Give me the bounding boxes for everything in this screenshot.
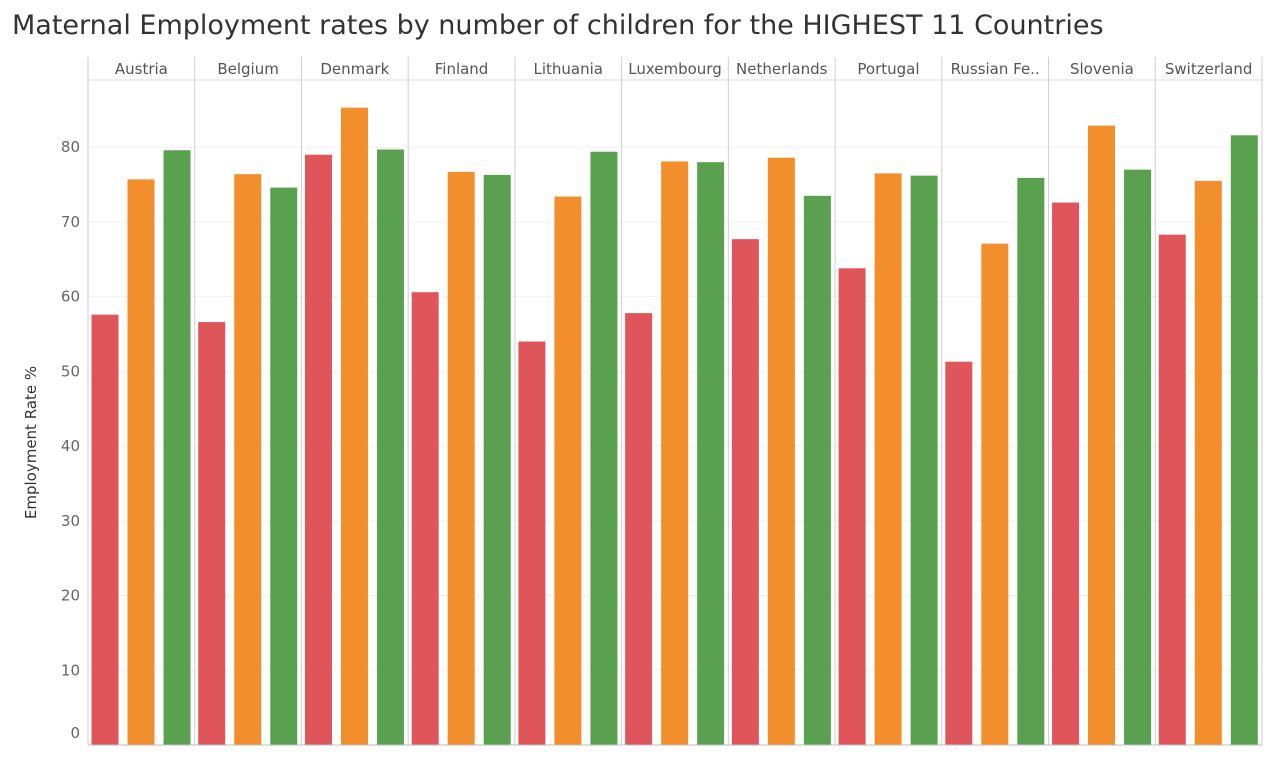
y-tick-label: 40 bbox=[61, 437, 80, 455]
bar bbox=[767, 157, 795, 745]
bar bbox=[518, 341, 546, 745]
bar bbox=[198, 322, 226, 745]
bar bbox=[554, 196, 582, 746]
bar bbox=[1230, 135, 1258, 746]
bar bbox=[1017, 177, 1045, 745]
bar bbox=[447, 171, 475, 746]
bar bbox=[697, 162, 725, 745]
bar bbox=[625, 313, 653, 745]
bar bbox=[483, 174, 511, 746]
bar bbox=[590, 151, 618, 745]
bar bbox=[411, 292, 439, 745]
bar bbox=[1052, 202, 1080, 746]
category-label: Austria bbox=[115, 60, 168, 78]
category-label: Slovenia bbox=[1070, 60, 1134, 78]
y-tick-label: 20 bbox=[61, 587, 80, 605]
y-tick-label: 30 bbox=[61, 512, 80, 530]
bar bbox=[874, 173, 902, 746]
y-tick-label: 10 bbox=[61, 661, 80, 679]
bar bbox=[163, 150, 191, 745]
bar bbox=[910, 175, 938, 745]
bar bbox=[731, 239, 759, 746]
bar bbox=[340, 107, 368, 746]
category-label: Luxembourg bbox=[628, 60, 722, 78]
y-tick-label: 60 bbox=[61, 288, 80, 306]
y-tick-label: 50 bbox=[61, 362, 80, 380]
bar bbox=[1088, 125, 1116, 745]
bar bbox=[1158, 234, 1186, 746]
bar bbox=[127, 179, 155, 745]
category-label: Belgium bbox=[217, 60, 279, 78]
y-tick-label: 0 bbox=[70, 724, 80, 742]
bar bbox=[838, 268, 866, 745]
category-label: Netherlands bbox=[736, 60, 828, 78]
chart-title: Maternal Employment rates by number of c… bbox=[12, 10, 1104, 41]
bar bbox=[981, 243, 1009, 745]
bar bbox=[661, 161, 689, 745]
bar bbox=[234, 174, 262, 746]
category-label: Finland bbox=[435, 60, 489, 78]
bar bbox=[270, 187, 298, 745]
category-label: Switzerland bbox=[1165, 60, 1253, 78]
bar bbox=[1194, 180, 1222, 745]
category-label: Denmark bbox=[320, 60, 389, 78]
bar bbox=[1124, 169, 1152, 746]
y-tick-label: 80 bbox=[61, 138, 80, 156]
y-tick-label: 70 bbox=[61, 213, 80, 231]
category-label: Lithuania bbox=[534, 60, 603, 78]
category-label: Portugal bbox=[857, 60, 919, 78]
bar bbox=[91, 314, 119, 745]
bar bbox=[304, 154, 332, 745]
bar bbox=[376, 149, 404, 745]
y-axis-title: Employment Rate % bbox=[22, 366, 40, 519]
category-label: Russian Fe.. bbox=[951, 60, 1040, 78]
bar bbox=[803, 195, 831, 746]
bar bbox=[945, 361, 973, 745]
